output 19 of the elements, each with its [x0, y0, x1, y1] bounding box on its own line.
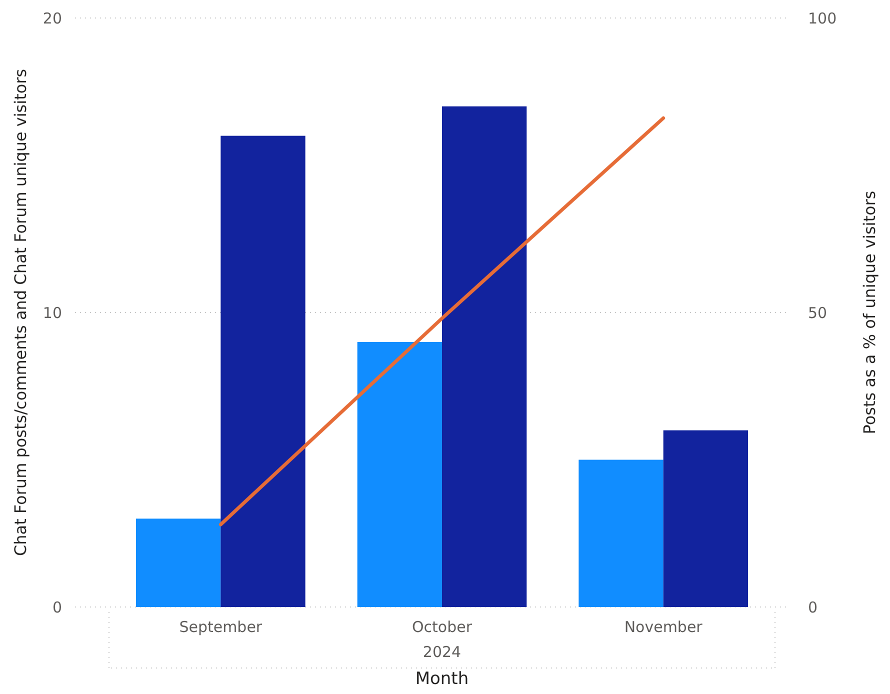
bar [220, 136, 306, 607]
y-tick-label: 0 [52, 598, 62, 616]
y-tick-label: 20 [42, 9, 62, 28]
bar [442, 106, 527, 607]
text: 2024 [422, 643, 462, 661]
y2-axis-title: Posts as a % of unique visitors [860, 190, 879, 434]
y-axis-title: Chat Forum posts/comments and Chat Forum unique visitors [11, 68, 30, 556]
bar [578, 460, 664, 607]
bar [136, 518, 221, 607]
bar [357, 342, 442, 607]
x-axis-title: Month [415, 669, 469, 689]
x-tick-label: October [412, 618, 473, 636]
y-tick-label: 10 [42, 304, 62, 322]
bar [663, 430, 748, 607]
x-tick-label: September [179, 618, 263, 636]
y2-tick-label: 50 [808, 304, 828, 322]
x-tick-label: November [624, 618, 704, 636]
y2-tick-label: 0 [808, 598, 818, 616]
y2-tick-label: 100 [808, 9, 837, 28]
